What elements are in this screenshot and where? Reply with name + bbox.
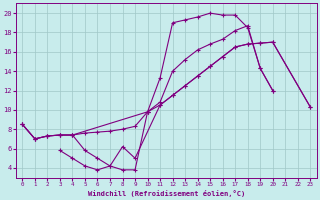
- X-axis label: Windchill (Refroidissement éolien,°C): Windchill (Refroidissement éolien,°C): [88, 190, 245, 197]
